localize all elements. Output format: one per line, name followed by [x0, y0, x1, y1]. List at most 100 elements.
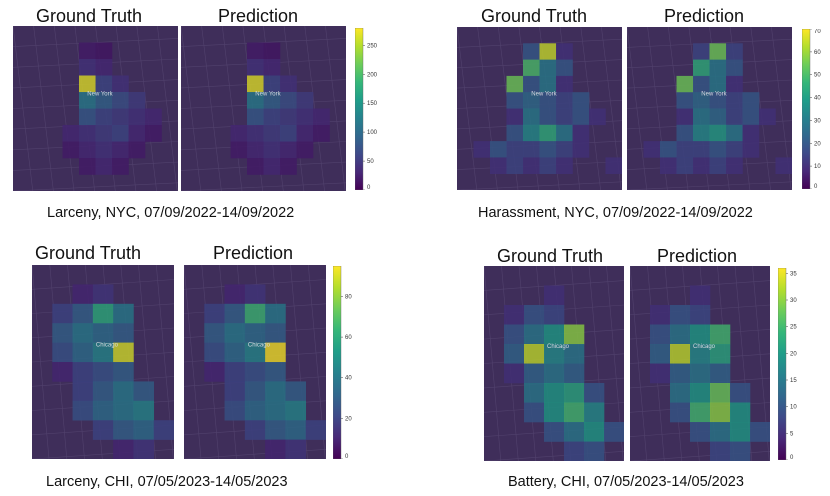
- heatmap-svg: New York: [457, 27, 622, 190]
- heatmap-cell: [589, 108, 606, 126]
- ground-truth-heatmap: Chicago: [484, 266, 624, 461]
- heatmap-cell: [564, 324, 585, 345]
- heatmap-cell: [112, 141, 129, 159]
- heatmap-cell: [693, 108, 710, 126]
- colorbar-tick-label: 40: [345, 376, 352, 382]
- heatmap-cell: [247, 92, 264, 109]
- heatmap-cell: [670, 344, 691, 364]
- heatmap-cell: [524, 305, 545, 325]
- heatmap-cell: [72, 284, 94, 305]
- heatmap-cell: [690, 285, 711, 306]
- heatmap-cell: [742, 108, 760, 126]
- heatmap-cell: [473, 141, 491, 158]
- heatmap-cell: [95, 125, 113, 142]
- heatmap-cell: [263, 125, 281, 142]
- heatmap-cell: [265, 381, 286, 402]
- heatmap-cell: [112, 92, 129, 109]
- colorbar-tick-label: 60: [345, 335, 352, 341]
- heatmap-cell: [693, 43, 710, 60]
- heatmap-cell: [247, 108, 264, 126]
- heatmap-cell: [112, 158, 129, 175]
- prediction-heatmap: New York: [181, 26, 346, 191]
- colorbar: 0 10 20 30 40 50 60 70: [801, 28, 830, 190]
- heatmap-cell: [506, 75, 524, 93]
- heatmap-cell: [62, 125, 80, 142]
- colorbar-tick-label: 70: [814, 29, 821, 35]
- heatmap-cell: [709, 108, 727, 126]
- colorbar-tick-label: 5: [790, 431, 794, 437]
- header-ground-truth: Ground Truth: [497, 246, 604, 266]
- heatmap-cell: [128, 125, 146, 142]
- heatmap-cell: [710, 324, 731, 345]
- heatmap-cell: [224, 303, 246, 324]
- heatmap-cell: [113, 362, 134, 382]
- colorbar-tick-label: 30: [814, 118, 821, 124]
- heatmap-cell: [95, 108, 113, 126]
- heatmap-cell: [244, 362, 266, 382]
- heatmap-cell: [676, 75, 694, 93]
- heatmap-cell: [742, 92, 760, 109]
- colorbar-tick-label: 200: [367, 72, 378, 78]
- heatmap-cell: [263, 75, 281, 93]
- heatmap-cell: [92, 420, 114, 440]
- heatmap-cell: [690, 383, 711, 403]
- heatmap-cell: [556, 59, 573, 77]
- heatmap-cell: [539, 157, 557, 174]
- heatmap-cell: [280, 75, 297, 93]
- header-ground-truth: Ground Truth: [481, 6, 588, 26]
- heatmap-cell: [690, 344, 711, 364]
- heatmap-cell: [204, 362, 225, 382]
- heatmap-cell: [490, 141, 507, 158]
- heatmap-cell: [524, 363, 545, 384]
- city-label: New York: [531, 92, 557, 98]
- heatmap-cell: [726, 157, 743, 174]
- heatmap-cell: [113, 381, 134, 402]
- heatmap-cell: [52, 362, 73, 382]
- ground-truth-heatmap: New York: [457, 27, 622, 190]
- heatmap-cell: [523, 43, 540, 60]
- heatmap-cell: [676, 124, 694, 142]
- heatmap-cell: [564, 402, 585, 423]
- heatmap-cell: [709, 157, 727, 174]
- caption: Larceny, CHI, 07/05/2023-14/05/2023: [46, 474, 288, 490]
- header-ground-truth: Ground Truth: [35, 243, 142, 263]
- heatmap-cell: [775, 157, 792, 174]
- map-tint: [457, 27, 622, 190]
- heatmap-cell: [556, 108, 573, 126]
- heatmap-cell: [759, 108, 776, 126]
- heatmap-cell: [204, 323, 225, 343]
- colorbar-tick-label: 50: [814, 73, 821, 79]
- heatmap-cell: [544, 422, 565, 442]
- heatmap-cell: [556, 157, 573, 174]
- heatmap-cell: [265, 439, 286, 459]
- heatmap-cell: [224, 342, 246, 363]
- heatmap-cell: [230, 125, 248, 142]
- map-tint: [181, 26, 346, 191]
- heatmap-cell: [670, 402, 691, 423]
- heatmap-cell: [285, 420, 307, 440]
- heatmap-cell: [564, 422, 585, 442]
- colorbar-tick-label: 60: [814, 50, 821, 56]
- heatmap-cell: [676, 92, 694, 109]
- heatmap-cell: [709, 59, 727, 77]
- heatmap-cell: [709, 43, 727, 60]
- heatmap-cell: [128, 108, 146, 126]
- map-tint: [630, 266, 770, 461]
- heatmap-cell: [710, 344, 731, 364]
- heatmap-cell: [128, 141, 146, 159]
- heatmap-cell: [244, 420, 266, 440]
- heatmap-cell: [572, 141, 590, 158]
- city-label: Chicago: [547, 344, 570, 350]
- heatmap-svg: Chicago: [484, 266, 624, 461]
- heatmap-cell: [145, 108, 162, 126]
- heatmap-cell: [113, 323, 134, 343]
- colorbar: 0 5 10 15 20 25 30 35: [777, 267, 818, 461]
- heatmap-cell: [265, 420, 286, 440]
- heatmap-cell: [524, 344, 545, 364]
- heatmap-cell: [244, 303, 266, 324]
- heatmap-cell: [523, 141, 540, 158]
- heatmap-cell: [572, 124, 590, 142]
- heatmap-cell: [564, 363, 585, 384]
- heatmap-cell: [726, 92, 743, 109]
- heatmap-cell: [710, 402, 731, 423]
